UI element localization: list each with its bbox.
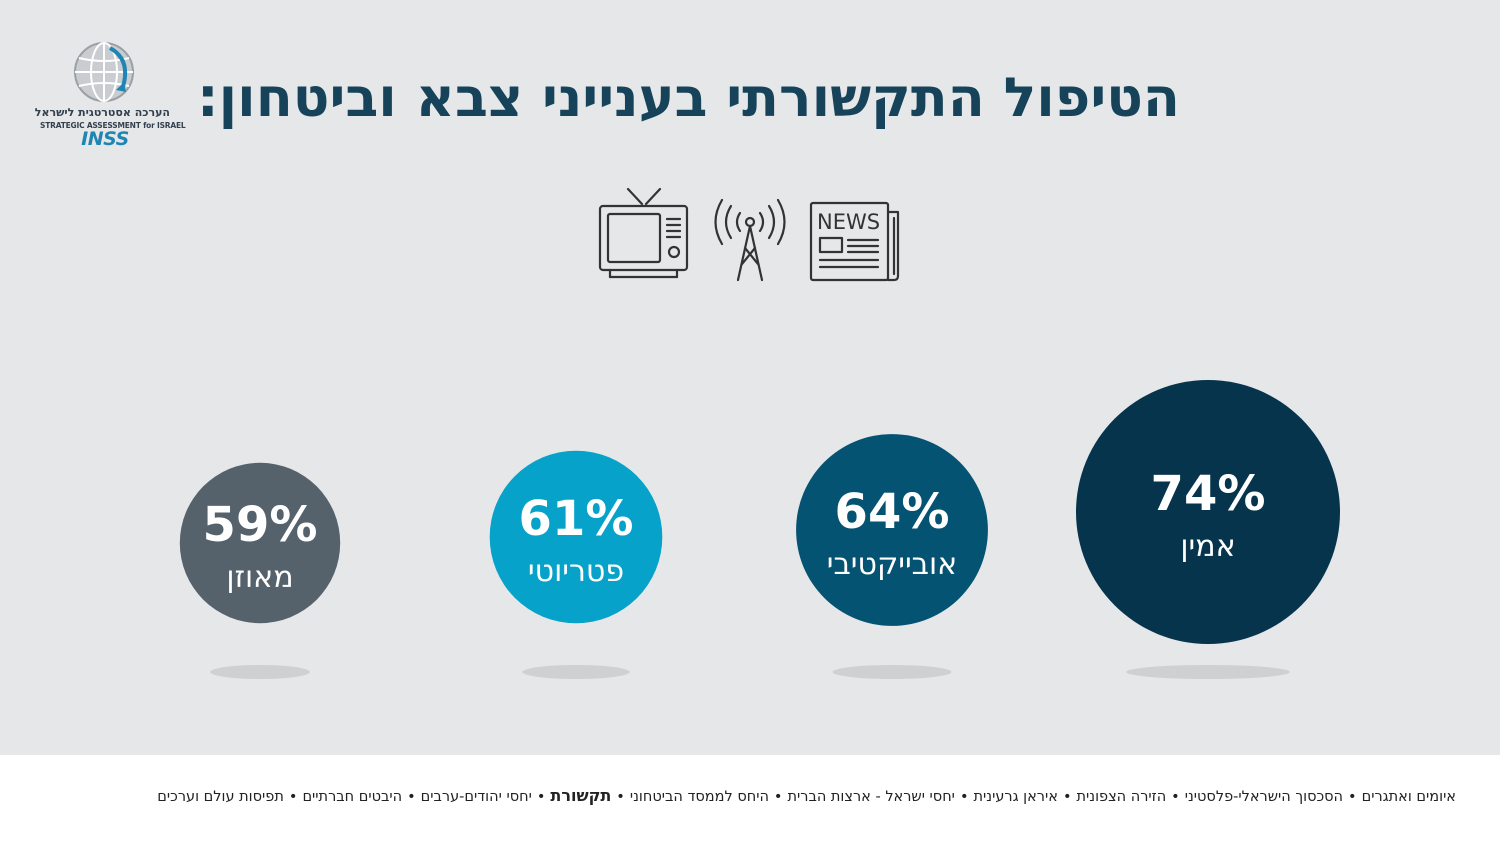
topic-separator: •: [288, 789, 298, 805]
topic-link[interactable]: היבטים חברתיים: [302, 789, 403, 805]
bubble-shadow: [1126, 665, 1290, 679]
bubble-value-label: 61%: [519, 491, 634, 547]
bubble-1: [1076, 380, 1340, 644]
footer-bar: [0, 755, 1500, 844]
topic-separator: •: [616, 789, 625, 805]
topic-link[interactable]: היחס לממסד הביטחוני: [629, 789, 769, 805]
topic-separator: •: [1348, 789, 1357, 805]
bubble-category-label: מאוזן: [226, 560, 293, 595]
topic-separator: •: [536, 789, 546, 805]
topic-link[interactable]: איראן גרעינית: [973, 789, 1058, 805]
newspaper-icon: NEWS: [809, 201, 900, 282]
media-icons: NEWS: [596, 186, 906, 286]
tv-icon: [598, 187, 689, 279]
bubble-4: [179, 462, 341, 624]
globe-icon: [74, 42, 134, 102]
bubble-category-label: אובייקטיבי: [827, 547, 958, 582]
bubble-value-label: 64%: [835, 484, 950, 540]
bubble-shadow: [832, 665, 952, 679]
topics-navigation: איומים ואתגרים•הסכסוך הישראלי-פלסטיני•הז…: [157, 786, 1456, 805]
inss-logo: הערכה אסטרטגית לישראל STRATEGIC ASSESSME…: [34, 40, 186, 152]
logo-inss-text: INSS: [81, 128, 129, 150]
bubble-2: [796, 434, 988, 626]
bubble-shadow: [522, 665, 630, 679]
topic-link[interactable]: תקשורת: [550, 786, 612, 805]
bubble-shadow: [210, 665, 310, 679]
bubble-chart: 74% אמין 64% אובייקטיבי 61% פטריוטי 59% מאוזן: [179, 380, 1340, 679]
topic-separator: •: [773, 789, 783, 805]
logo-hebrew-text: הערכה אסטרטגית לישראל: [34, 106, 170, 119]
logo-english-text: STRATEGIC ASSESSMENT for ISRAEL: [40, 121, 186, 130]
topic-link[interactable]: הסכסוך הישראלי-פלסטיני: [1184, 789, 1344, 805]
topic-link[interactable]: תפיסות עולם וערכים: [157, 789, 284, 805]
bubble-value-label: 74%: [1151, 466, 1266, 522]
topic-separator: •: [407, 789, 416, 805]
topic-link[interactable]: הזירה הצפונית: [1076, 789, 1167, 805]
topic-separator: •: [1171, 789, 1180, 805]
newspaper-label: NEWS: [817, 210, 880, 234]
bubble-category-label: פטריוטי: [528, 554, 624, 589]
topic-link[interactable]: יחסי ישראל - ארצות הברית: [787, 789, 955, 805]
bubble-3: [489, 450, 663, 624]
page-title: הטיפול התקשורתי בענייני צבא וביטחון:: [197, 66, 1180, 129]
topic-link[interactable]: יחסי יהודים-ערבים: [420, 789, 532, 805]
bubble-category-label: אמין: [1180, 529, 1235, 564]
broadcast-tower-icon: [714, 198, 786, 282]
topic-link[interactable]: איומים ואתגרים: [1361, 789, 1456, 805]
topic-separator: •: [959, 789, 969, 805]
bubble-value-label: 59%: [203, 497, 318, 553]
topic-separator: •: [1062, 789, 1072, 805]
